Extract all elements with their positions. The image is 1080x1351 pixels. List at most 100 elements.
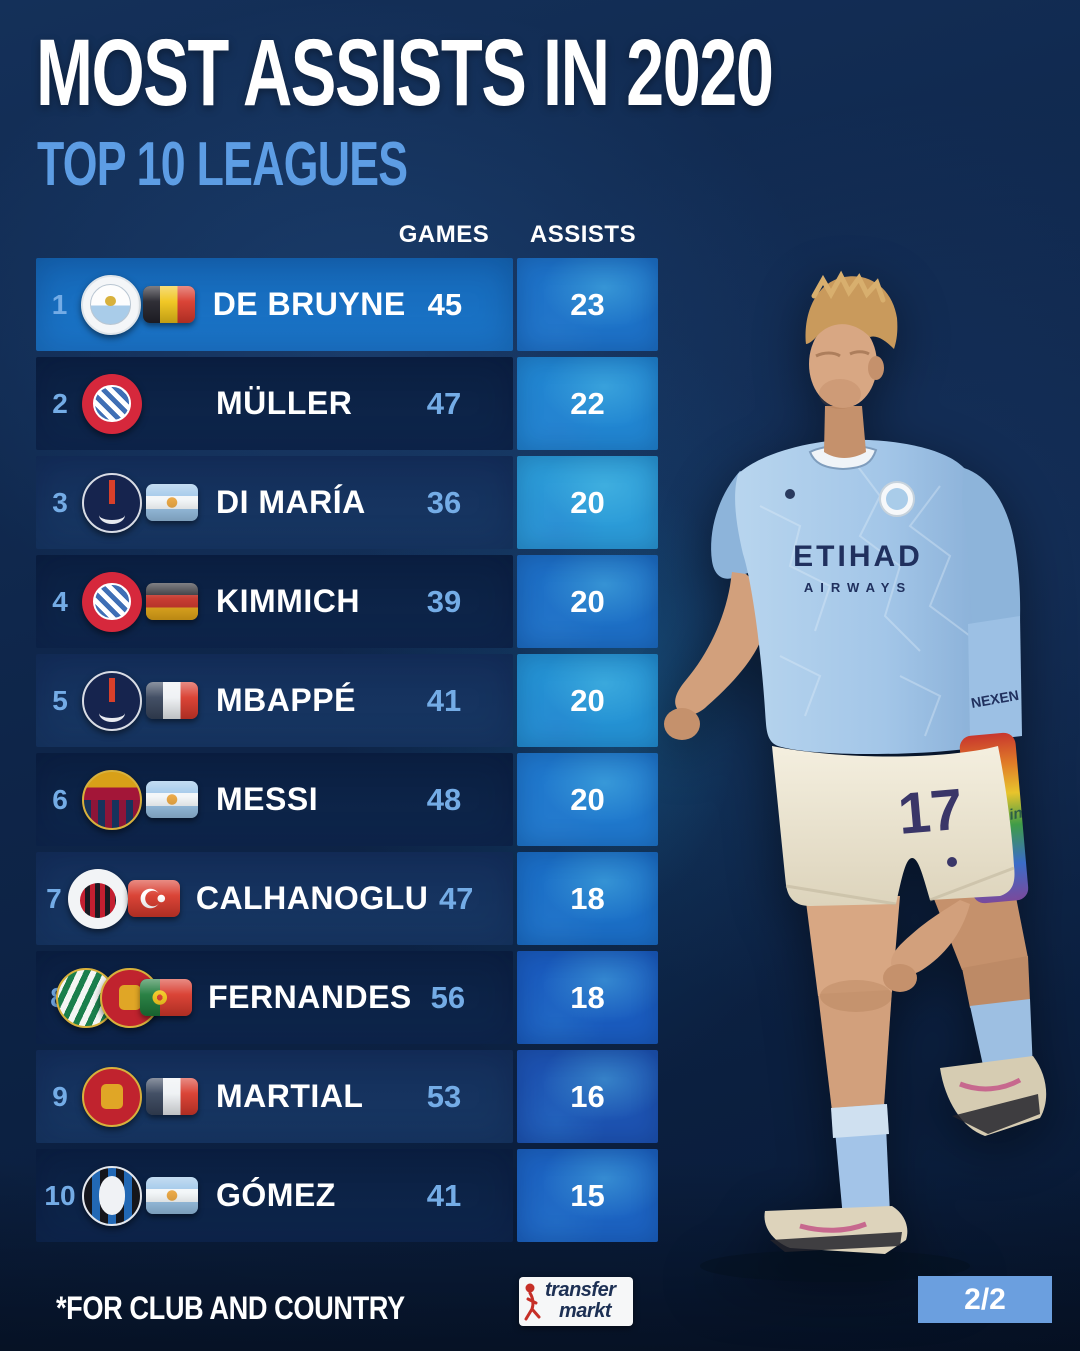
- row-main: 5 MBAPPÉ 41: [36, 654, 513, 747]
- row-main: 8 FERNANDES 56: [36, 951, 513, 1044]
- player-name: MBAPPÉ: [216, 682, 356, 718]
- logo-text-line1: transfer: [545, 1279, 616, 1301]
- column-header-assists: ASSISTS: [529, 221, 637, 248]
- player-name: DI MARÍA: [216, 484, 366, 520]
- assists-cell: 20: [517, 555, 658, 648]
- flag-argentina: [146, 484, 198, 521]
- table-row: 10 GÓMEZ 41 15: [36, 1149, 658, 1242]
- games-value: 41: [426, 682, 462, 718]
- crest-slot: [80, 670, 144, 731]
- rank: 2: [52, 387, 68, 419]
- assists-cell: 22: [517, 357, 658, 450]
- player-name: CALHANOGLU: [195, 880, 429, 916]
- flag-argentina: [146, 781, 198, 818]
- player-name: MÜLLER: [216, 385, 353, 421]
- games-value: 39: [426, 583, 462, 619]
- assists-cell: 20: [517, 456, 658, 549]
- assists-value: 16: [570, 1078, 605, 1114]
- flag-slot: [144, 682, 200, 719]
- assists-cell: 20: [517, 654, 658, 747]
- crest-slot: [80, 373, 144, 434]
- assists-value: 20: [570, 583, 605, 619]
- flag-argentina: [146, 1177, 198, 1214]
- flag-slot: [144, 1078, 200, 1115]
- table-row: 8 FERNANDES 56 18: [36, 951, 658, 1044]
- assists-value: 20: [570, 781, 605, 817]
- flag-germany: [146, 583, 198, 620]
- crest-slot: [67, 868, 128, 929]
- rank: 10: [44, 1179, 76, 1211]
- flag-slot: [127, 880, 180, 917]
- games-value: 48: [426, 781, 462, 817]
- rank: 3: [52, 486, 68, 518]
- assists-value: 18: [570, 979, 605, 1015]
- assists-cell: 20: [517, 753, 658, 846]
- rank: 5: [52, 684, 68, 716]
- assists-cell: 15: [517, 1149, 658, 1242]
- player-name: FERNANDES: [208, 979, 412, 1015]
- flag-slot: [144, 1177, 200, 1214]
- row-main: 2 MÜLLER 47: [36, 357, 513, 450]
- club-crest-man-city: [80, 274, 141, 335]
- player-name: DE BRUYNE: [212, 286, 406, 322]
- club-crest-ac-milan: [67, 868, 128, 929]
- assists-cell: 18: [517, 852, 658, 945]
- row-main: 7 CALHANOGLU 47: [36, 852, 513, 945]
- assists-value: 18: [570, 880, 605, 916]
- shirt-sponsor-subtext: AIRWAYS: [804, 580, 912, 595]
- crest-slot: [80, 472, 144, 533]
- crest-slot: [80, 1165, 144, 1226]
- rank: 9: [52, 1080, 68, 1112]
- flag-slot: [144, 484, 200, 521]
- row-main: 4 KIMMICH 39: [36, 555, 513, 648]
- club-crest-bayern: [82, 373, 142, 434]
- table-row: 1 DE BRUYNE 45 23: [36, 258, 658, 351]
- club-crest-psg: [82, 670, 142, 731]
- flag-turkey: [127, 880, 180, 917]
- club-crest-barcelona: [82, 769, 142, 830]
- games-value: 45: [427, 286, 463, 322]
- games-value: 56: [430, 979, 466, 1015]
- table-row: 4 KIMMICH 39 20: [36, 555, 658, 648]
- player-head: [805, 270, 898, 458]
- transfermarkt-logo: transfer markt: [519, 1277, 633, 1326]
- shorts-number: 17: [895, 777, 965, 847]
- column-header-games: GAMES: [398, 221, 490, 248]
- club-crest-man-united: [82, 1066, 142, 1127]
- flag-slot: [144, 583, 200, 620]
- page-subtitle: TOP 10 LEAGUES: [37, 130, 408, 199]
- games-value: 41: [426, 1177, 462, 1213]
- table-row: 9 MARTIAL 53 16: [36, 1050, 658, 1143]
- assists-cell: 16: [517, 1050, 658, 1143]
- assists-value: 23: [570, 286, 605, 322]
- club-crest-atalanta: [82, 1165, 142, 1226]
- games-value: 47: [438, 880, 474, 916]
- assists-value: 20: [570, 682, 605, 718]
- table-row: 2 MÜLLER 47 22: [36, 357, 658, 450]
- games-value: 53: [426, 1078, 462, 1114]
- logo-text-line2: markt: [559, 1300, 611, 1322]
- flag-slot: [144, 781, 200, 818]
- flag-france: [146, 682, 198, 719]
- crest-slot: [56, 967, 161, 1028]
- row-main: 10 GÓMEZ 41: [36, 1149, 513, 1242]
- club-crest-bayern: [82, 571, 142, 632]
- player-front-leg: [764, 894, 908, 1254]
- games-value: 36: [426, 484, 462, 520]
- transfermarkt-figure-icon: [524, 1283, 541, 1321]
- assists-cell: 23: [517, 258, 658, 351]
- crest-slot: [80, 1066, 144, 1127]
- table-row: 7 CALHANOGLU 47 18: [36, 852, 658, 945]
- player-name: GÓMEZ: [216, 1177, 336, 1213]
- flag-portugal: [140, 979, 193, 1016]
- flag-slot: [142, 286, 197, 323]
- table-row: 6 MESSI 48 20: [36, 753, 658, 846]
- page-indicator: 2/2: [918, 1276, 1052, 1323]
- ranking-table: 1 DE BRUYNE 45 23 2 MÜLLER 47 22 3 DI MA…: [36, 258, 658, 1248]
- row-main: 1 DE BRUYNE 45: [36, 258, 513, 351]
- assists-value: 22: [570, 385, 605, 421]
- row-main: 6 MESSI 48: [36, 753, 513, 846]
- flag-slot: [140, 979, 193, 1016]
- player-name: MESSI: [216, 781, 319, 817]
- assists-value: 20: [570, 484, 605, 520]
